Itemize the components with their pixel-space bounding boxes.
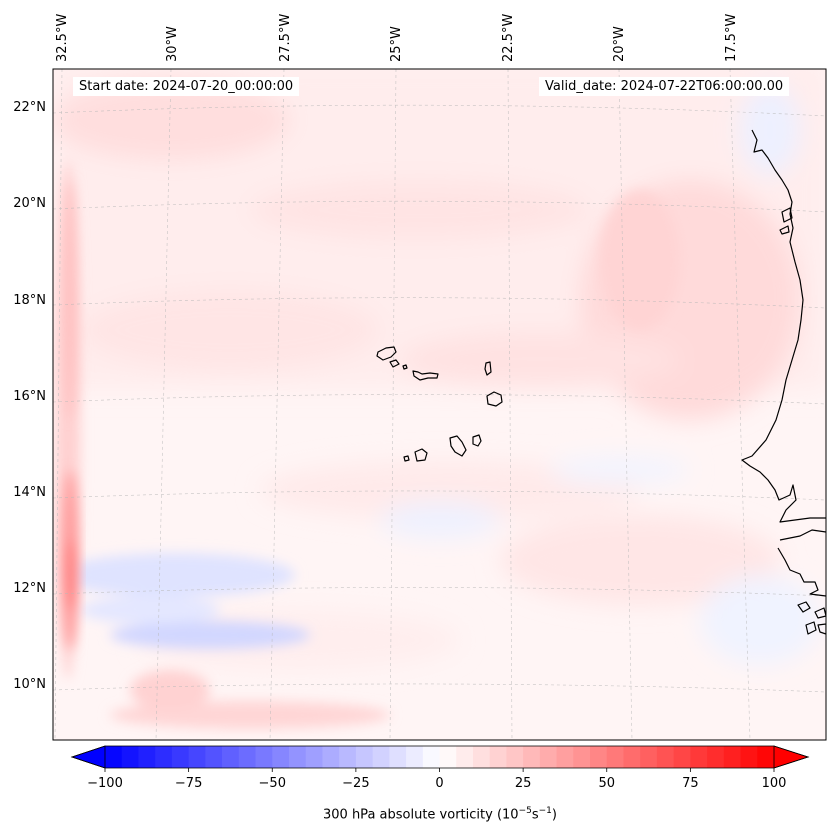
colorbar-high-extend [773,745,810,769]
colorbar-tick-label: 25 [515,776,532,791]
island-santiago [449,435,467,457]
lat-label-16n: 16°N [13,389,46,404]
graticule [53,69,826,740]
africa-coastline [741,129,826,523]
colorbar-low-extend [70,745,106,769]
colorbar-cell [305,746,323,768]
colorbar-cell [155,746,173,768]
colorbar-ticks: −100 −75 −50 −25 0 25 50 75 100 [87,768,786,791]
island-sao-nicolau [412,370,439,381]
coastal-islet [779,207,793,235]
colorbar-cell [623,746,641,768]
valid-date-label: Valid_date: 2024-07-22T06:00:00.00 [539,77,790,96]
colorbar-cell [489,746,507,768]
colorbar-cell [105,746,123,768]
island-maio [472,434,482,447]
lat-label-20n: 20°N [13,196,46,211]
lat-label-18n: 18°N [13,293,46,308]
lon-label-32-5w: 32.5°W [55,14,70,62]
colorbar-cell [506,746,524,768]
colorbar-cell [422,746,440,768]
colorbar-tick-label: −75 [175,776,202,791]
colorbar-cell [255,746,273,768]
colorbar-title-suffix: ) [551,807,557,823]
colorbar-cell [707,746,725,768]
vorticity-field [53,69,826,740]
colorbar-cell [690,746,708,768]
start-date-label: Start date: 2024-07-20_00:00:00 [73,77,300,96]
colorbar-title-mid: s [531,807,539,823]
gambia-river-coast [779,529,826,541]
lon-label-27-5w: 27.5°W [278,14,293,62]
island-santo-antao [376,346,397,361]
latitude-labels: 22°N 20°N 18°N 16°N 14°N 12°N 10°N [13,100,46,692]
colorbar-tick-label: 75 [682,776,699,791]
colorbar-cell [138,746,156,768]
colorbar-cell [556,746,574,768]
colorbar-cell [121,746,139,768]
longitude-labels: 32.5°W 30°W 27.5°W 25°W 22.5°W 20°W 17.5… [55,14,739,62]
colorbar-cell [740,746,758,768]
colorbar-cell [272,746,290,768]
colorbar-cell [372,746,390,768]
colorbar-title-exp1: −5 [518,806,532,816]
colorbar-cell [673,746,691,768]
lat-label-10n: 10°N [13,677,46,692]
colorbar-cell [723,746,741,768]
colorbar-cell [757,746,775,768]
colorbar-cell [656,746,675,768]
lon-label-25w: 25°W [389,26,404,62]
colorbar-cell [606,746,624,768]
island-sao-vicente [389,359,400,368]
colorbar-cell [205,746,223,768]
island-boa-vista [486,391,503,407]
colorbar-tick-label: 100 [762,776,787,791]
island-brava [403,455,410,462]
colorbar-cell [389,746,407,768]
colorbar-tick-label: 50 [598,776,615,791]
cape-verde-islands [376,346,503,462]
guinea-bissau-coast [777,547,826,597]
colorbar-cells [105,746,775,768]
colorbar-cell [188,746,206,768]
colorbar-title-exp2: −1 [538,806,552,816]
colorbar-cell [322,746,340,768]
lon-label-20w: 20°W [612,26,627,62]
colorbar-tick-label: 0 [435,776,443,791]
island-fogo [414,448,428,462]
colorbar-cell [355,746,374,768]
coastlines [741,129,826,635]
colorbar-tick-label: −50 [259,776,286,791]
lon-label-17-5w: 17.5°W [724,14,739,62]
colorbar-cell [222,746,240,768]
colorbar-cell [472,746,491,768]
island-santa-luzia [402,364,408,370]
colorbar-title: 300 hPa absolute vorticity (10−5s−1) [0,806,837,822]
lat-label-14n: 14°N [13,485,46,500]
colorbar-cell [339,746,357,768]
lon-label-30w: 30°W [165,26,180,62]
island-sal [484,361,492,376]
bijagos-islands [797,601,826,635]
colorbar-cell [288,746,307,768]
colorbar-cell [406,746,424,768]
colorbar-cell [640,746,658,768]
colorbar-tick-label: −100 [87,776,123,791]
colorbar-title-prefix: 300 hPa absolute vorticity (10 [323,807,519,823]
colorbar-cell [590,746,608,768]
colorbar-cell [456,746,474,768]
colorbar-cell [171,746,190,768]
colorbar-cell [238,746,256,768]
colorbar-tick-label: −25 [342,776,369,791]
colorbar: −100 −75 −50 −25 0 25 50 75 100 [70,745,810,791]
map-frame [52,68,827,741]
colorbar-cell [523,746,541,768]
colorbar-cell [539,746,557,768]
lon-label-22-5w: 22.5°W [501,14,516,62]
colorbar-cell [439,746,457,768]
lat-label-12n: 12°N [13,581,46,596]
colorbar-cell [573,746,591,768]
lat-label-22n: 22°N [13,100,46,115]
